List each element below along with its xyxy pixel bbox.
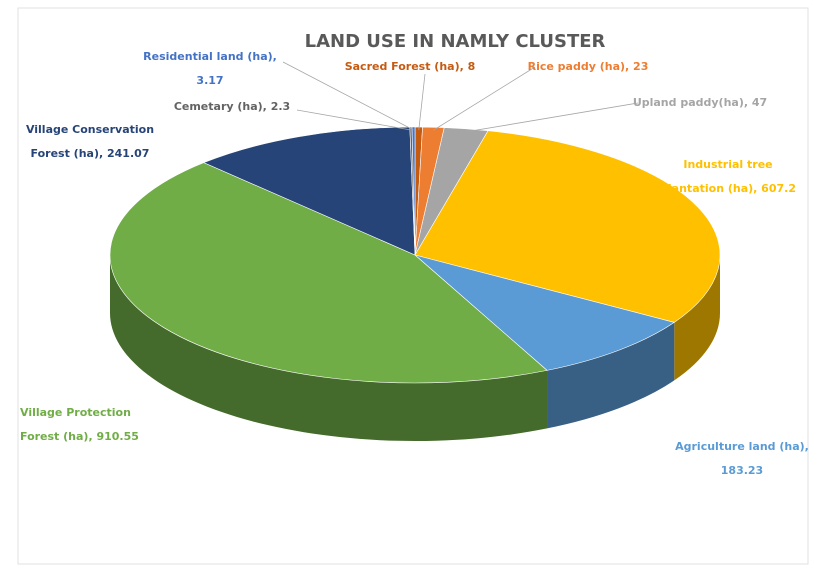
data-label: Residential land (ha), (143, 50, 277, 63)
data-label: Upland paddy(ha), 47 (633, 96, 767, 109)
data-label: 3.17 (196, 74, 223, 87)
slice-side (109, 255, 548, 442)
data-label: Agriculture land (ha), (675, 440, 809, 453)
chart-title: LAND USE IN NAMLY CLUSTER (305, 31, 606, 52)
data-label: Rice paddy (ha), 23 (528, 60, 649, 73)
slice (109, 162, 548, 384)
slice (414, 254, 675, 371)
data-label: 183.23 (721, 464, 763, 477)
leader-line (282, 61, 414, 131)
leader-line (466, 102, 639, 133)
data-label: Forest (ha), 910.55 (20, 430, 139, 443)
slice (203, 126, 416, 256)
data-label: Forest (ha), 241.07 (31, 147, 150, 160)
slice (414, 130, 721, 323)
data-label: Cemetary (ha), 2.3 (174, 100, 290, 113)
data-label: Industrial tree (683, 158, 772, 171)
slice-side (674, 255, 720, 381)
slice (411, 126, 416, 256)
leader-line (418, 73, 426, 131)
data-label: Village Protection (20, 406, 131, 419)
data-label: plantation (ha), 607.2 (660, 182, 796, 195)
leader-line (433, 66, 536, 131)
data-label: Sacred Forest (ha), 8 (345, 60, 476, 73)
slice-side (547, 322, 675, 429)
data-label: Village Conservation (26, 123, 154, 136)
leader-line (296, 109, 411, 131)
